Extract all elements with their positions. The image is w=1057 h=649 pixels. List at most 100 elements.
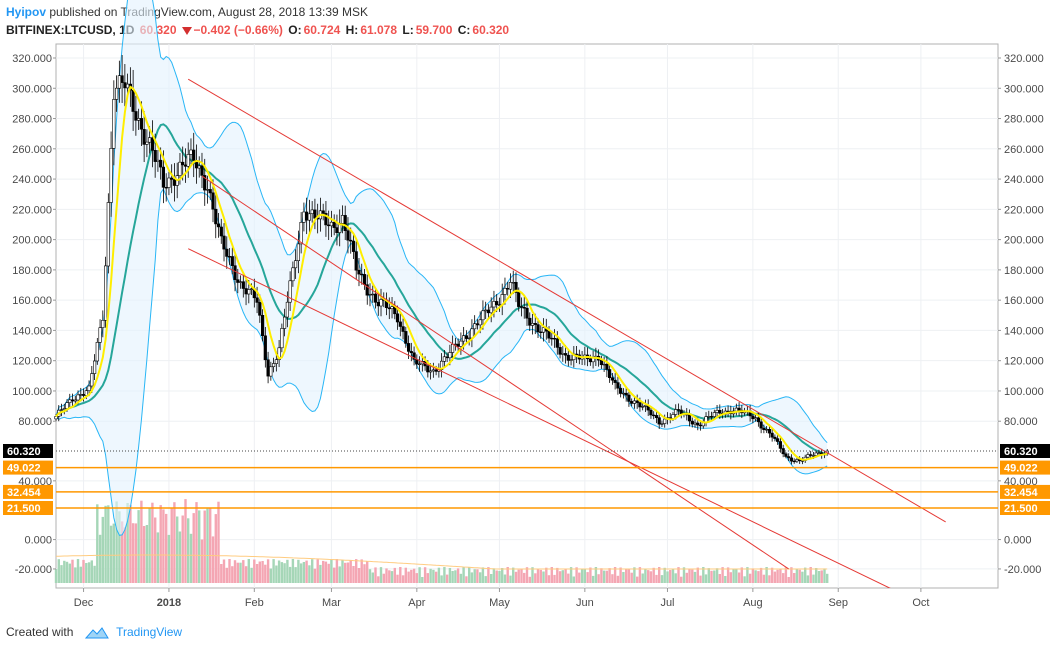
level-label: 49.022: [7, 463, 41, 475]
candle-body: [638, 402, 642, 408]
candle-body: [134, 111, 138, 121]
volume-bar: [569, 567, 573, 583]
candle-body: [349, 239, 353, 242]
candle-body: [456, 343, 460, 347]
candle-body: [250, 288, 254, 290]
candle-up: [296, 230, 301, 274]
volume-bar: [619, 567, 622, 583]
volume-bar: [79, 566, 82, 583]
volume-bar: [126, 503, 129, 583]
down-triangle-icon: [181, 26, 192, 35]
price-chart[interactable]: 60.320 60.320 49.022 49.022 32.454 32.454 21.5…: [0, 0, 1057, 620]
volume-bar: [512, 567, 515, 583]
price-tick-left: 220.000: [12, 204, 52, 216]
candle-down: [214, 194, 218, 239]
candle-body: [773, 436, 777, 439]
candle-down: [260, 309, 265, 342]
volume-bar: [704, 574, 708, 583]
volume-bar: [597, 574, 600, 583]
level-badge: [1000, 484, 1050, 499]
candle-body: [566, 354, 570, 361]
volume-bar: [636, 576, 639, 583]
volume-bar: [173, 502, 176, 583]
candle-up: [473, 315, 477, 338]
candle-body: [503, 287, 507, 295]
tradingview-brand-link[interactable]: TradingView: [116, 625, 183, 639]
volume-bar: [812, 574, 815, 583]
volume-bar: [523, 572, 526, 583]
volume-bar: [269, 568, 272, 583]
candle-down: [263, 326, 267, 368]
volume-bar: [330, 559, 333, 583]
candle-down: [787, 453, 791, 461]
volume-bar: [272, 559, 275, 583]
volume-bar: [93, 565, 96, 583]
candle-body: [517, 292, 521, 307]
candle-down: [404, 326, 408, 348]
volume-bar: [363, 564, 366, 583]
volume-bar: [762, 574, 766, 583]
candle-body: [514, 281, 518, 293]
volume-bar: [754, 570, 757, 583]
candle-body: [137, 118, 141, 121]
channel-line: [187, 248, 891, 588]
volume-bar: [131, 523, 135, 583]
volume-bar: [525, 567, 529, 583]
volume-bar: [335, 559, 339, 583]
volume-bar: [225, 567, 228, 583]
volume-bar: [520, 568, 523, 583]
candle-up: [112, 80, 116, 166]
volume-bar: [352, 566, 355, 583]
volume-bar: [288, 566, 292, 583]
footer: Created with TradingView: [6, 622, 182, 642]
candle-body: [654, 415, 659, 418]
volume-bar: [600, 568, 603, 583]
candle-body: [660, 423, 664, 425]
volume-bar: [602, 570, 606, 583]
volume-bar: [228, 559, 231, 583]
volume-bar: [294, 567, 297, 583]
candle-body: [492, 301, 496, 308]
candle-body: [87, 385, 91, 391]
volume-bar: [120, 521, 124, 583]
candle-body: [649, 409, 653, 416]
candle-up: [285, 291, 290, 328]
volume-bar: [244, 566, 248, 583]
volume-bar: [187, 518, 190, 583]
candle-body: [225, 248, 229, 257]
volume-bar: [793, 573, 796, 583]
candle-body: [778, 441, 782, 449]
volume-bar: [167, 534, 171, 583]
price-tick-right: 320.000: [1004, 53, 1044, 65]
level-badge: [3, 460, 53, 475]
volume-bar: [476, 569, 479, 583]
candle-body: [373, 293, 378, 303]
candle-body: [764, 428, 769, 431]
candle-body: [216, 223, 221, 228]
candle-body: [95, 341, 99, 362]
volume-bar: [826, 573, 829, 583]
volume-bar: [302, 562, 306, 583]
last-price-badge: [3, 444, 53, 458]
candle-down: [613, 373, 617, 390]
candle-body: [459, 340, 463, 347]
volume-bar: [63, 560, 66, 583]
low-label: L:: [402, 23, 414, 37]
time-tick: Aug: [743, 597, 763, 609]
volume-bar: [795, 568, 799, 583]
candle-down: [558, 343, 562, 359]
volume-bar: [503, 574, 507, 583]
author-name[interactable]: Hyipov: [6, 5, 47, 19]
candle-down: [792, 458, 796, 464]
volume-bar: [605, 570, 609, 583]
volume-bar: [575, 567, 578, 583]
candle-body: [473, 323, 477, 330]
volume-bar: [217, 501, 220, 583]
volume-bar: [429, 568, 432, 583]
volume-bar: [239, 562, 242, 583]
level-badge: [1000, 460, 1050, 475]
candle-down: [241, 272, 245, 298]
tradingview-logo-icon[interactable]: [84, 626, 109, 640]
candle-body: [340, 215, 345, 224]
candle-body: [508, 282, 513, 290]
